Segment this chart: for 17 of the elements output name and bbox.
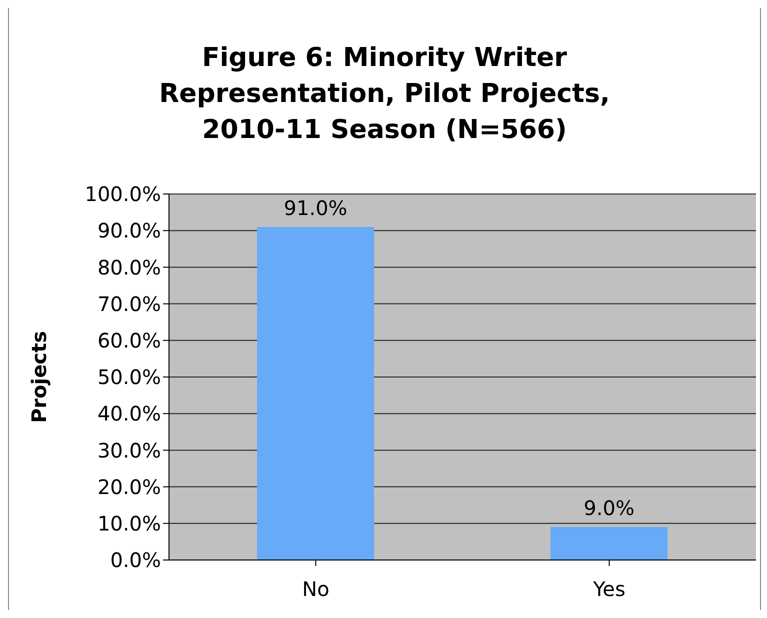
x-tick-label: No xyxy=(302,577,330,602)
y-tick-label: 70.0% xyxy=(97,292,161,316)
y-tick-label: 30.0% xyxy=(97,438,161,462)
data-label: 9.0% xyxy=(584,496,634,520)
y-tick-label: 20.0% xyxy=(97,474,161,499)
y-tick-label: 50.0% xyxy=(97,365,161,390)
data-label: 91.0% xyxy=(284,196,348,220)
chart-title: Figure 6: Minority Writer Representation, Pilot Projects, 2010-11 Season (N=566) xyxy=(158,42,611,147)
y-axis-title: Projects xyxy=(27,330,52,424)
y-tick-label: 10.0% xyxy=(97,512,161,536)
y-tick-label: 80.0% xyxy=(97,255,161,280)
y-tick-label: 90.0% xyxy=(97,218,161,243)
y-tick-label: 60.0% xyxy=(97,328,161,352)
y-tick-label: 0.0% xyxy=(110,548,161,572)
y-tick-label: 40.0% xyxy=(97,402,161,426)
x-tick-label: Yes xyxy=(592,577,626,602)
y-tick-label: 100.0% xyxy=(84,182,161,206)
